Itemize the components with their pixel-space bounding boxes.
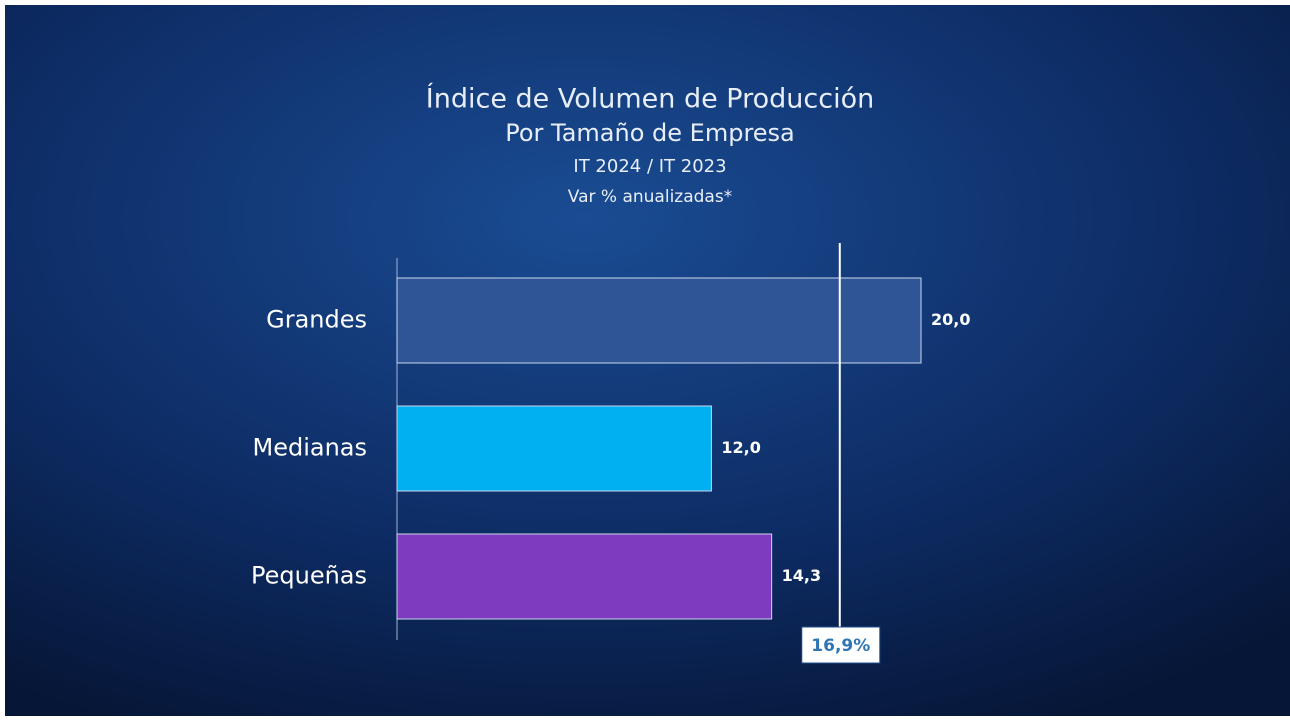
bar [396, 277, 922, 364]
y-tick-label: Pequeñas [251, 562, 367, 590]
chart-note: Var % anualizadas* [568, 187, 732, 207]
data-label: 14,3 [782, 566, 821, 585]
chart-period: IT 2024 / IT 2023 [573, 156, 726, 177]
chart-title: Índice de Volumen de Producción [426, 83, 874, 115]
bar [396, 405, 712, 492]
y-tick-label: Grandes [266, 306, 367, 334]
bar [396, 533, 773, 620]
y-tick-label: Medianas [252, 434, 367, 462]
reference-label-box [801, 626, 881, 664]
data-label: 12,0 [721, 438, 760, 457]
data-label: 20,0 [931, 310, 970, 329]
reference-label: 16,9% [811, 636, 870, 656]
chart-subtitle: Por Tamaño de Empresa [505, 119, 795, 147]
